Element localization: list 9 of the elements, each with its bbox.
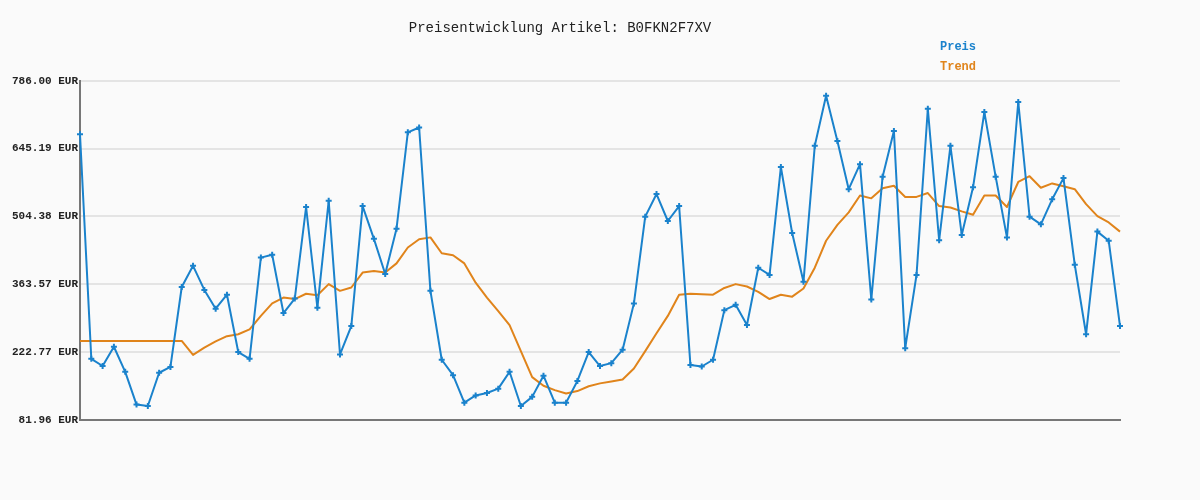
y-tick-label: 645.19 EUR (11, 142, 79, 155)
y-tick-label: 786.00 EUR (11, 74, 79, 87)
y-tick-label: 363.57 EUR (11, 278, 79, 291)
y-tick-label: 504.38 EUR (11, 210, 79, 223)
text: Trend (940, 60, 977, 75)
y-tick-label: 81.96 EUR (18, 413, 79, 426)
chart-title: Preisentwicklung Artikel: B0FKN2F7XV (408, 20, 712, 37)
text: Preis (940, 40, 977, 55)
y-tick-label: 222.77 EUR (11, 345, 79, 358)
